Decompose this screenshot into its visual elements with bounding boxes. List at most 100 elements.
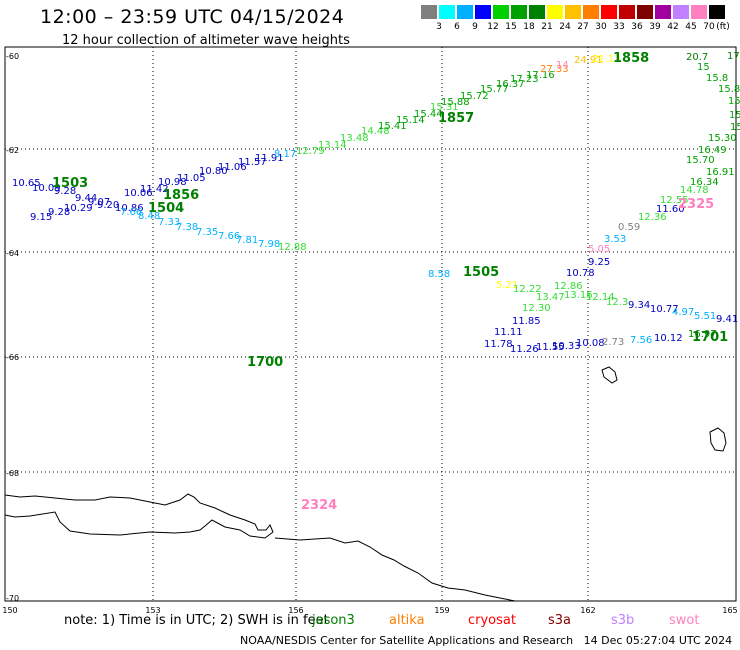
legend-unit: (ft) [716, 22, 730, 32]
wave-height-label: 7.35 [196, 227, 219, 238]
map-title: 12:00 – 23:59 UTC 04/15/2024 [40, 6, 345, 28]
wave-height-label: 7.33 [158, 217, 181, 228]
latitude-tick: -70 [6, 594, 20, 603]
antarctic-coastline [4, 493, 274, 539]
credit-text: NOAA/NESDIS Center for Satellite Applica… [240, 634, 574, 647]
legend-swatch [529, 5, 545, 19]
wave-height-label: 15.41 [378, 121, 407, 132]
longitude-tick: 156 [288, 606, 304, 615]
legend-value: 9 [472, 22, 478, 32]
balleny-island-2 [709, 427, 727, 452]
satellite-altika: altika [389, 613, 425, 628]
legend-swatch [619, 5, 635, 19]
legend-value: 6 [454, 22, 460, 32]
plot-frame [4, 46, 737, 602]
track-time-label: 2325 [678, 197, 715, 212]
legend-swatch [583, 5, 599, 19]
wave-height-label: 10.86 [115, 203, 144, 214]
wave-height-label: 2.73 [602, 337, 625, 348]
wave-height-label: 16.37 [496, 79, 525, 90]
wave-height-label: 14.78 [680, 185, 709, 196]
wave-height-label: 21.13 [592, 54, 621, 65]
wave-height-label: 12.36 [638, 212, 667, 223]
wave-height-label: 5.21 [496, 280, 519, 291]
latitude-tick: -62 [6, 146, 20, 155]
wave-height-label: 15 [697, 62, 710, 73]
wave-height-label: 15.88 [441, 97, 470, 108]
wave-height-label: 14 [556, 60, 569, 71]
wave-height-label: 15.72 [460, 91, 489, 102]
wave-height-label: 9.28 [54, 186, 77, 197]
wave-height-label: 15.14 [396, 115, 425, 126]
legend-value: 30 [595, 22, 607, 32]
track-time-label: 1505 [463, 265, 500, 280]
latitude-tick: -68 [6, 469, 20, 478]
wave-height-label: 7.38 [176, 222, 199, 233]
legend-swatch [691, 5, 707, 19]
wave-height-label: 9.34 [628, 300, 651, 311]
legend-value: 70 [703, 22, 715, 32]
wave-height-label: 10.09 [32, 183, 61, 194]
legend-swatch [655, 5, 671, 19]
track-time-label: 1858 [613, 51, 650, 66]
wave-height-label: 12.22 [513, 284, 542, 295]
wave-height-label: 12.86 [554, 281, 583, 292]
satellite-s3a: s3a [548, 613, 572, 628]
longitude-tick: 162 [580, 606, 596, 615]
wave-height-label: 0.59 [618, 222, 641, 233]
wave-height-label: 16.91 [706, 167, 735, 178]
wave-height-label: 13.47 [536, 292, 565, 303]
track-time-label: 1504 [148, 201, 185, 216]
wave-height-label: 17 [727, 51, 740, 62]
wave-height-label: 27.33 [540, 64, 569, 75]
map-subtitle: 12 hour collection of altimeter wave hei… [62, 33, 350, 48]
wave-height-label: 7.81 [236, 235, 259, 246]
satellite-swot: swot [669, 613, 700, 628]
wave-height-label: 12.79 [296, 146, 325, 157]
legend-swatch [637, 5, 653, 19]
legend-value: 24 [559, 22, 571, 32]
track-time-label: 1503 [52, 176, 89, 191]
latitude-tick: -66 [6, 353, 20, 362]
legend-swatch [673, 5, 689, 19]
legend-swatch [457, 5, 473, 19]
wave-height-label: 15.30 [708, 133, 737, 144]
legend-swatch [601, 5, 617, 19]
legend-value: 36 [631, 22, 643, 32]
wave-height-label: 13.48 [340, 133, 369, 144]
legend-swatch [709, 5, 725, 19]
wave-height-label: 7.66 [218, 231, 241, 242]
legend-value: 42 [667, 22, 679, 32]
wave-height-label: 11.91 [255, 153, 284, 164]
satellite-s3b: s3b [611, 613, 635, 628]
legend-swatch [421, 5, 437, 19]
wave-height-label: 9.28 [48, 207, 71, 218]
wave-height-label: 7.56 [630, 335, 653, 346]
wave-height-label: 17.23 [510, 74, 539, 85]
wave-height-label: 3.53 [604, 234, 627, 245]
wave-height-label: 4.97 [672, 307, 695, 318]
wave-height-label: 15.06 [729, 110, 740, 121]
track-time-label: 1857 [438, 111, 475, 126]
legend-swatch [493, 5, 509, 19]
graticule [5, 47, 736, 601]
wave-height-label: 15.43 [730, 122, 740, 133]
wave-height-label: 15.86 [718, 84, 740, 95]
wave-height-label: 11.57 [238, 157, 267, 168]
antarctic-coastline-east [274, 537, 516, 602]
wave-height-label: 10.08 [576, 338, 605, 349]
wave-height-label: 11.78 [484, 339, 513, 350]
wave-height-label: 11.60 [656, 204, 685, 215]
wave-height-label: 17.16 [526, 70, 555, 81]
wave-height-label: 10.12 [654, 333, 683, 344]
wave-height-label: 11.85 [512, 316, 541, 327]
longitude-tick: 159 [434, 606, 450, 615]
legend-value: 3 [436, 22, 442, 32]
track-time-label: 2324 [301, 498, 338, 513]
wave-height-label: 8.58 [428, 269, 451, 280]
wave-height-label: 15.77 [480, 84, 509, 95]
longitude-tick: 150 [2, 606, 18, 615]
wave-height-label: 8.17 [274, 149, 297, 160]
wave-height-label: 12.55 [660, 195, 689, 206]
satellite-jason3: jason3 [312, 613, 355, 628]
